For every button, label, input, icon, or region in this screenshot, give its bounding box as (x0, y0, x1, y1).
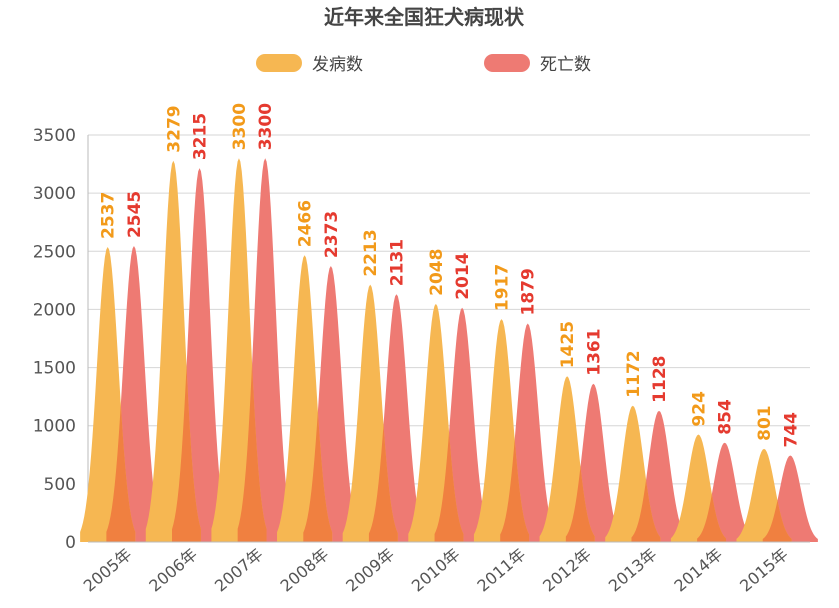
legend-label-incidence: 发病数 (312, 55, 363, 75)
data-label-deaths: 3300 (256, 103, 276, 150)
x-tick-label: 2012年 (539, 545, 595, 596)
x-tick-label: 2005年 (80, 545, 136, 596)
data-label-deaths: 2545 (125, 191, 145, 238)
data-label-deaths: 2131 (387, 239, 407, 286)
y-tick-label: 2500 (33, 242, 76, 262)
x-tick-label: 2014年 (670, 545, 726, 596)
data-label-deaths: 1128 (650, 356, 670, 403)
y-tick-label: 1500 (33, 359, 76, 379)
x-tick-label: 2006年 (145, 545, 201, 596)
y-tick-label: 3500 (33, 126, 76, 146)
data-label-incidence: 3279 (164, 105, 184, 152)
data-label-deaths: 1361 (584, 328, 604, 375)
legend-item-deaths[interactable]: 死亡数 (484, 54, 591, 75)
x-tick-label: 2015年 (736, 545, 792, 596)
data-label-deaths: 2373 (322, 211, 342, 258)
data-label-incidence: 801 (755, 405, 775, 441)
x-tick-label: 2013年 (605, 545, 661, 596)
x-tick-label: 2009年 (342, 545, 398, 596)
legend-swatch-deaths (484, 54, 530, 72)
data-label-incidence: 2466 (296, 200, 316, 247)
x-tick-label: 2008年 (277, 545, 333, 596)
x-axis: 2005年 2006年 2007年 2008年 2009年 2010年 2011年 2012年… (80, 541, 810, 596)
data-label-incidence: 3300 (230, 103, 250, 150)
legend-swatch-incidence (256, 54, 302, 72)
data-label-deaths: 854 (716, 399, 736, 435)
legend-item-incidence[interactable]: 发病数 (256, 54, 363, 75)
data-label-incidence: 2213 (361, 229, 381, 276)
data-label-deaths: 3215 (191, 113, 211, 160)
y-axis: 0 500 1000 1500 2000 2500 3000 3500 (33, 126, 89, 553)
x-tick-label: 2010年 (408, 545, 464, 596)
data-label-incidence: 1917 (493, 264, 513, 311)
y-tick-label: 500 (44, 475, 76, 495)
data-label-incidence: 2537 (99, 192, 119, 239)
x-tick-label: 2007年 (211, 545, 267, 596)
data-label-deaths: 2014 (453, 252, 473, 299)
y-tick-label: 2000 (33, 300, 76, 320)
y-tick-label: 0 (65, 533, 76, 553)
data-label-deaths: 1879 (519, 268, 539, 315)
data-label-incidence: 1425 (558, 321, 578, 368)
legend-label-deaths: 死亡数 (540, 55, 591, 75)
x-tick-label: 2011年 (474, 545, 530, 596)
chart-title: 近年来全国狂犬病现状 (324, 5, 525, 29)
data-labels: 2537 2545 3279 3215 3300 3300 2466 2373 2213 2131… (99, 103, 802, 448)
data-label-incidence: 2048 (427, 249, 447, 296)
chart-legend: 发病数 死亡数 (256, 54, 591, 75)
y-tick-label: 3000 (33, 184, 76, 204)
data-label-deaths: 744 (781, 412, 801, 448)
y-tick-label: 1000 (33, 417, 76, 437)
data-label-incidence: 1172 (624, 350, 644, 397)
data-label-incidence: 924 (689, 391, 709, 427)
